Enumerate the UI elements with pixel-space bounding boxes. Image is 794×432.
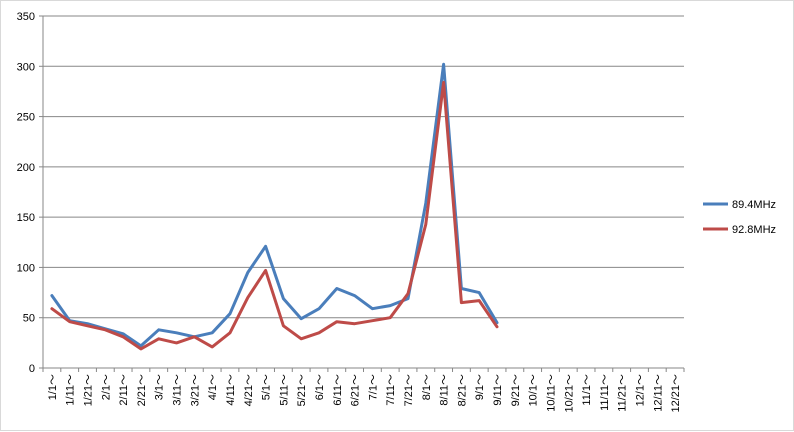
x-tick-label: 7/21～ xyxy=(403,374,415,406)
x-tick-label: 3/21～ xyxy=(189,374,201,406)
x-tick-label: 4/11～ xyxy=(225,374,237,406)
series-lines xyxy=(50,62,499,351)
x-tick-label: 1/11～ xyxy=(65,374,77,406)
x-tick-label: 9/21～ xyxy=(510,374,522,406)
x-tick-label: 8/21～ xyxy=(456,374,468,406)
x-tick-label: 12/1～ xyxy=(634,374,646,406)
y-tick-label: 250 xyxy=(17,112,35,124)
x-axis-tick-labels: 1/1～ 1/11～ 1/21～ 2/1～ 2/11～ 2/21～ 3/1～ 3/11～ 3/2… xyxy=(47,374,682,413)
y-tick-label: 300 xyxy=(17,61,35,73)
y-tick-label: 100 xyxy=(17,262,35,274)
x-tick-label: 11/11～ xyxy=(599,374,611,411)
y-tick-label: 0 xyxy=(29,363,35,375)
x-tick-label: 1/21～ xyxy=(83,374,95,406)
x-tick-label: 11/21～ xyxy=(617,374,629,412)
x-tick-label: 6/1～ xyxy=(314,374,326,400)
legend-label: 92.8MHz xyxy=(732,224,776,236)
x-tick-label: 4/1～ xyxy=(207,374,219,400)
y-tick-label: 200 xyxy=(17,162,35,174)
legend: 89.4MHz 92.8MHz xyxy=(703,199,776,236)
x-tick-label: 10/21～ xyxy=(563,374,575,413)
x-tick-label: 7/1～ xyxy=(367,374,379,400)
x-tick-label: 12/21～ xyxy=(670,374,682,413)
x-tick-label: 3/11～ xyxy=(172,374,184,406)
x-tick-label: 11/1～ xyxy=(581,374,593,406)
x-tick-label: 7/11～ xyxy=(385,374,397,406)
x-tick-label: 10/1～ xyxy=(528,374,540,406)
x-tick-label: 5/21～ xyxy=(296,374,308,406)
x-tick-label: 5/1～ xyxy=(261,374,273,400)
x-tick-label: 8/11～ xyxy=(439,374,451,406)
series-line-0 xyxy=(50,62,499,348)
x-tick-label: 8/1～ xyxy=(421,374,433,400)
x-tick-label: 5/11～ xyxy=(278,374,290,406)
axes xyxy=(39,15,685,372)
x-tick-label: 3/1～ xyxy=(154,374,166,400)
x-tick-label: 2/21～ xyxy=(136,374,148,406)
x-tick-label: 9/11～ xyxy=(492,374,504,406)
gridlines xyxy=(43,15,684,319)
x-tick-label: 2/11～ xyxy=(118,374,130,406)
y-axis-tick-labels: 0 50 100 150 200 250 300 350 xyxy=(17,11,35,375)
x-tick-label: 6/21～ xyxy=(350,374,362,406)
y-tick-label: 350 xyxy=(17,11,35,23)
x-tick-label: 1/1～ xyxy=(47,374,59,400)
x-tick-label: 12/11～ xyxy=(652,374,664,412)
series-line-1 xyxy=(50,80,499,351)
x-tick-label: 2/1～ xyxy=(100,374,112,400)
legend-label: 89.4MHz xyxy=(732,199,776,211)
x-tick-label: 6/11～ xyxy=(332,374,344,406)
y-tick-label: 150 xyxy=(17,212,35,224)
x-tick-label: 4/21～ xyxy=(243,374,255,406)
x-tick-label: 9/1～ xyxy=(474,374,486,400)
y-tick-label: 50 xyxy=(23,313,35,325)
x-tick-label: 10/11～ xyxy=(545,374,557,412)
